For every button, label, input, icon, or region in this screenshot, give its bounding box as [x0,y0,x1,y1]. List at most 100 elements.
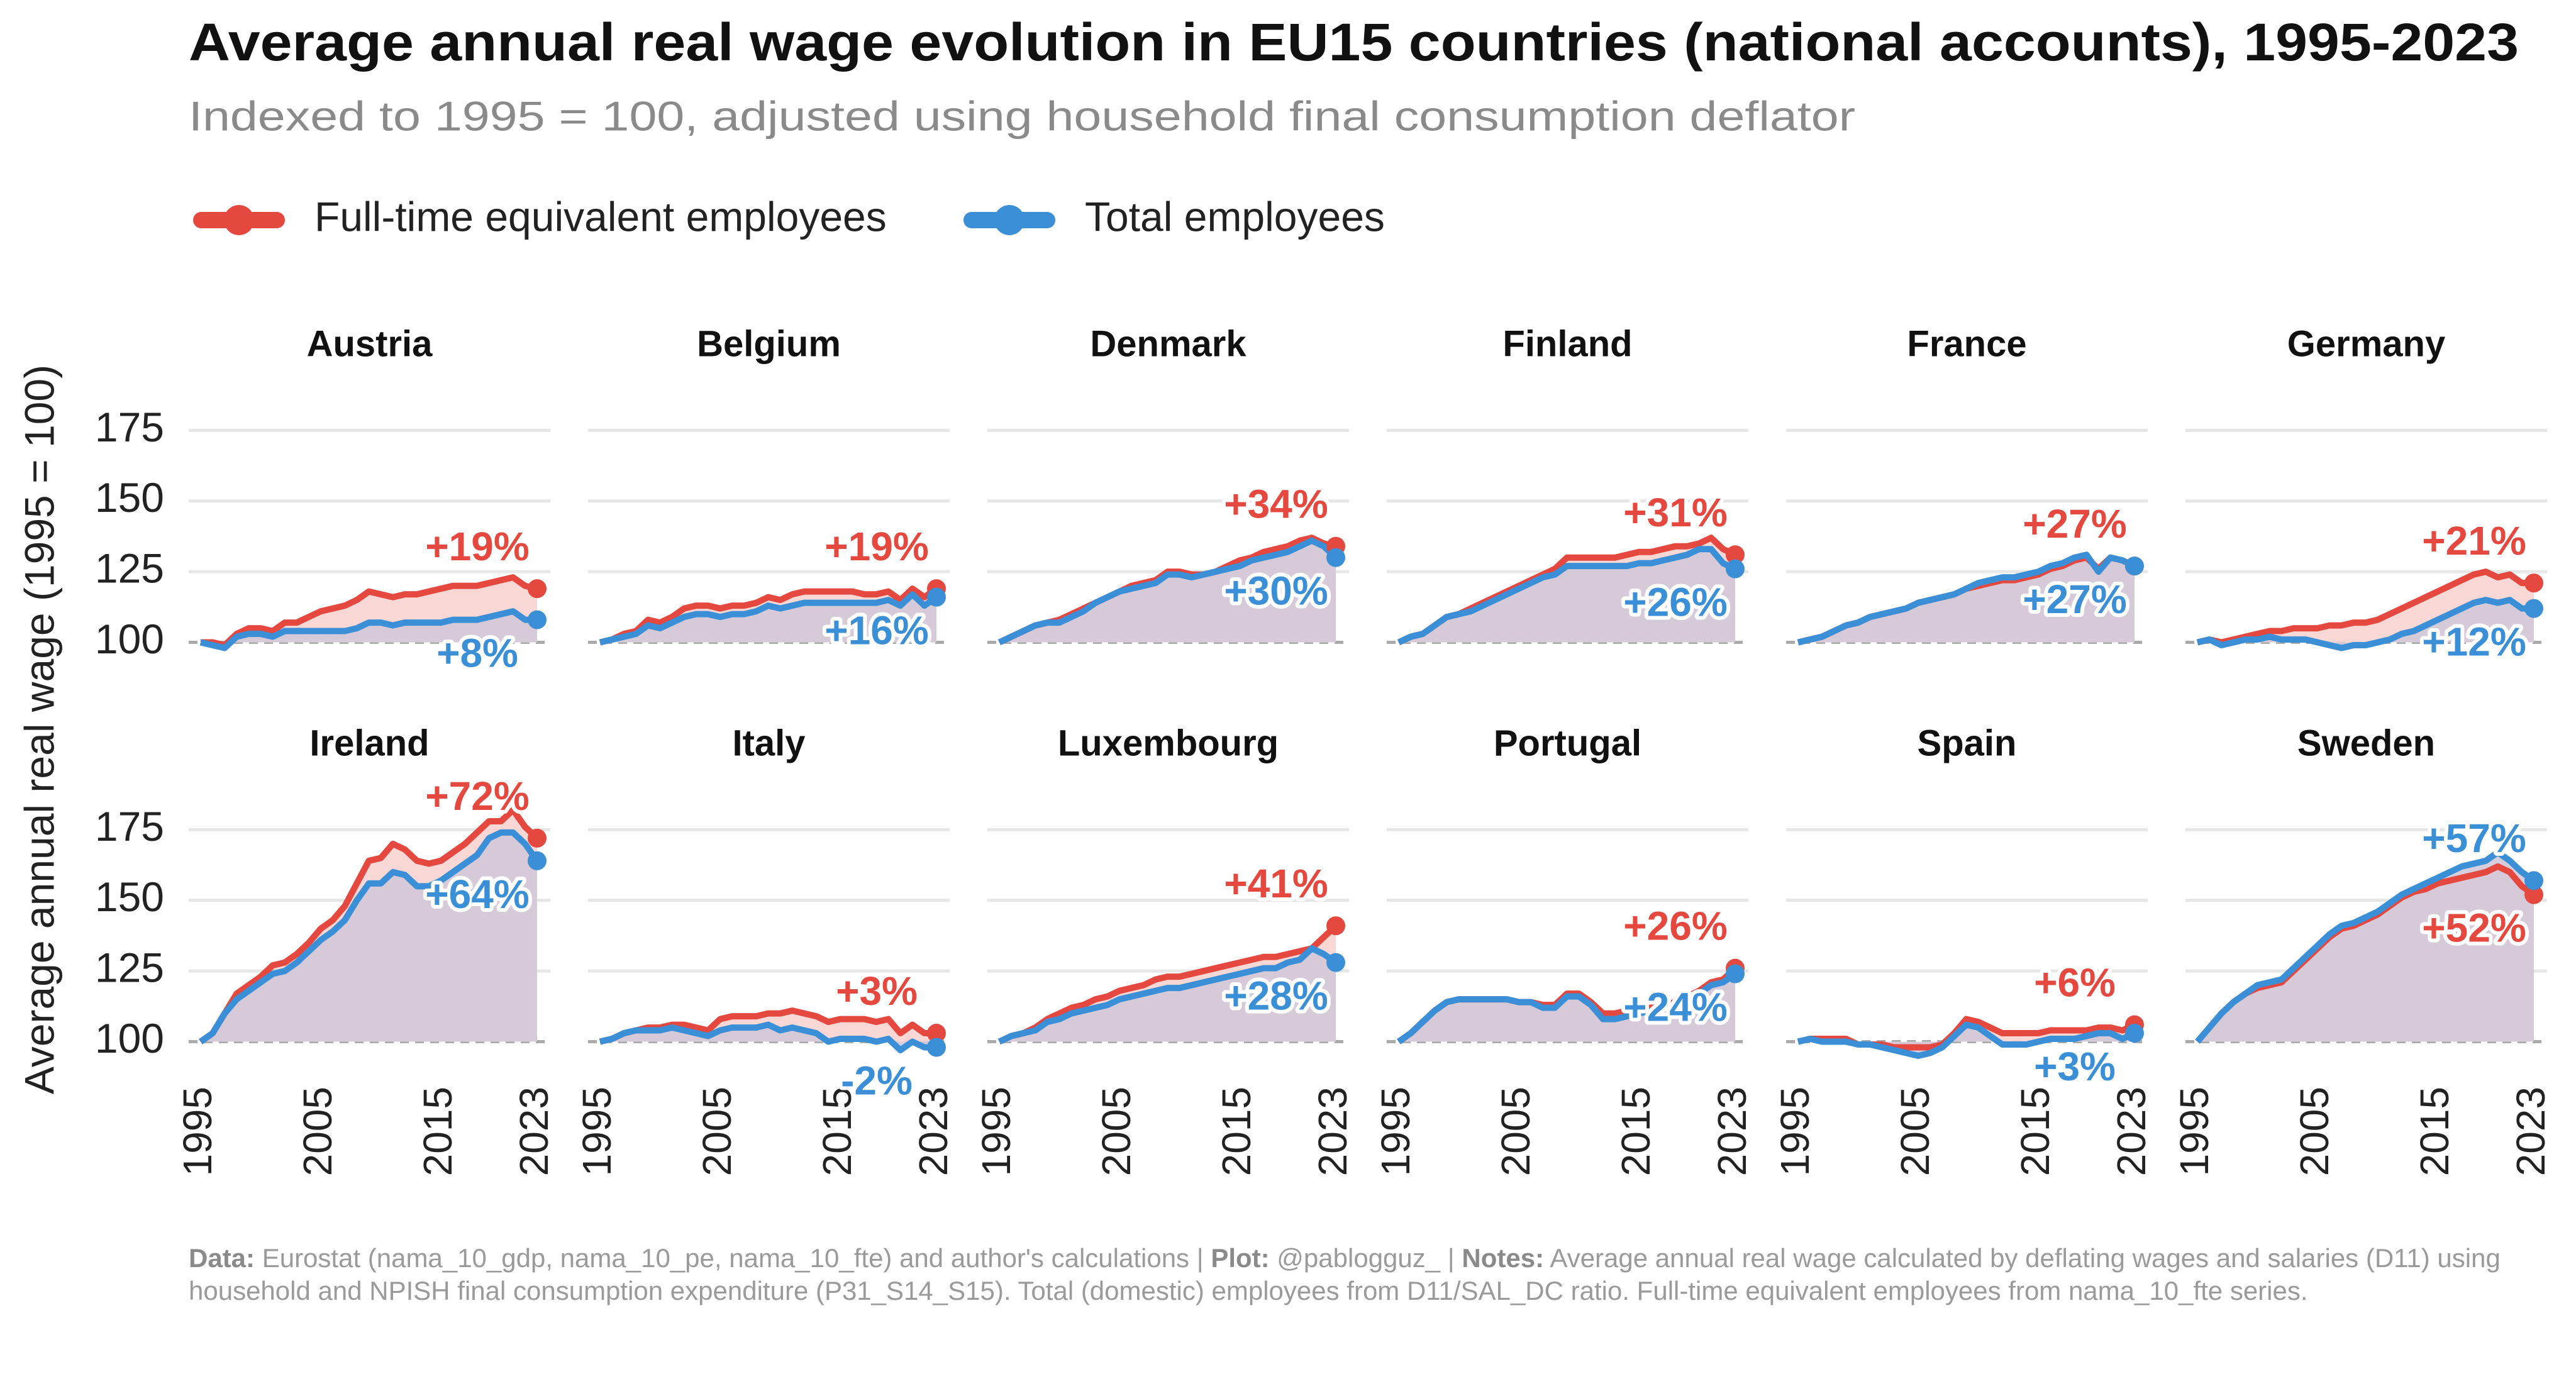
chart-subtitle: Indexed to 1995 = 100, adjusted using ho… [189,92,1855,139]
facet: Austria 100 125 150 175 +19% +8% [95,323,550,679]
facet: Finland +31% +26% [1387,323,1748,646]
x-tick-label: 2005 [295,1087,340,1176]
x-tick-label: 2023 [1310,1087,1355,1176]
end-label: +27% [2023,577,2126,622]
y-tick-label: 150 [95,474,164,521]
end-point [2524,885,2543,904]
x-tick-label: 1995 [1772,1087,1818,1176]
caption-label: Plot: [1211,1243,1270,1273]
end-label: +72% [425,773,529,819]
end-point [1326,916,1345,936]
end-label: +12% [2422,619,2526,665]
x-tick-label: 2005 [694,1087,740,1176]
line [2196,568,2534,646]
end-label: +34% [1224,482,1328,527]
x-tick-label: 2005 [1493,1087,1538,1176]
caption-text: @pablogguz_ | [1277,1243,1455,1273]
facet-title: Germany [2287,323,2445,364]
y-tick-label: 175 [95,803,164,850]
line [199,806,540,1044]
facet-title: Sweden [2297,723,2435,763]
legend-swatch-dot [994,205,1024,235]
line [997,945,1338,1045]
end-label: -2% [841,1058,913,1103]
end-label: +21% [2422,518,2526,563]
area [600,594,936,643]
y-tick-label: 125 [95,945,164,991]
facet-title: France [1907,323,2026,364]
end-point [1726,559,1745,579]
area [999,540,1336,643]
x-tick-label: 1995 [2172,1087,2217,1176]
facet: Germany +21% +12% [2185,323,2547,668]
end-label: +19% [824,524,928,569]
end-label: +57% [2422,816,2526,861]
end-label: +6% [2034,960,2116,1005]
facet: Italy 1995 2005 2015 2023 +3% -2% [574,723,956,1176]
facet-title: Belgium [697,323,841,364]
x-tick-label: 2015 [2012,1087,2058,1176]
end-point [1326,953,1345,972]
facet-title: Italy [732,723,805,763]
facet-title: Ireland [309,723,429,763]
end-label: +28% [1224,973,1328,1019]
x-tick-label: 2015 [1613,1087,1658,1176]
facet-title: Portugal [1494,723,1641,763]
x-tick-label: 2023 [2109,1087,2154,1176]
end-point [927,587,946,607]
caption-label: Notes: [1462,1243,1545,1273]
y-tick-label: 100 [95,616,164,662]
x-tick-label: 2023 [2508,1087,2553,1176]
end-label: +8% [436,630,518,675]
y-tick-label: 125 [95,545,164,592]
end-label: +31% [1623,490,1727,535]
end-point [2524,573,2543,593]
end-point [528,579,547,599]
end-point [1726,964,1745,983]
area [1399,973,1735,1042]
line [599,591,938,646]
line [1397,546,1737,646]
x-tick-label: 2015 [1214,1087,1259,1176]
x-tick-label: 1995 [974,1087,1019,1176]
facet: France +27% +27% [1786,323,2148,646]
y-tick-label: 150 [95,873,164,920]
area [201,832,537,1042]
x-tick-label: 2023 [1709,1087,1755,1176]
x-tick-label: 2023 [511,1087,557,1176]
x-tick-label: 2015 [2412,1087,2457,1176]
facet: Ireland 100 125 150 175 1995 2005 2015 2023 +72% +… [95,723,557,1176]
end-label: +3% [836,968,918,1014]
end-point [528,610,547,629]
facet-title: Spain [1918,723,2017,763]
chart-title: Average annual real wage evolution in EU… [189,13,2519,72]
line [599,585,938,646]
line [2196,597,2534,651]
area [1798,555,2135,643]
end-point [2524,599,2543,618]
caption-text: Eurostat (nama_10_gdp, nama_10_pe, nama_… [262,1243,1204,1273]
y-tick-label: 100 [95,1015,164,1061]
end-point [2125,1024,2144,1043]
line [2195,849,2536,1044]
end-label: +3% [2034,1044,2116,1089]
x-tick-label: 2005 [1094,1087,1139,1176]
x-tick-label: 2023 [911,1087,956,1176]
facet: Belgium +19% +16% [588,323,950,657]
end-label: +26% [1623,904,1727,949]
end-point [1326,548,1345,567]
x-tick-label: 2015 [814,1087,860,1176]
end-point [528,851,547,870]
line [199,608,537,651]
end-label: +64% [425,872,529,917]
facet: Spain 1995 2005 2015 2023 +6% +3% [1772,723,2154,1176]
facet-title: Finland [1502,323,1632,364]
end-label: +41% [1224,861,1328,906]
end-point [927,1038,946,1057]
chart: Average annual real wage evolution in EU… [16,13,2553,1176]
end-label: +19% [425,524,529,569]
line [997,923,1338,1045]
end-label: +26% [1623,580,1727,625]
caption-label: Data: [189,1243,255,1273]
y-tick-label: 175 [95,404,164,450]
